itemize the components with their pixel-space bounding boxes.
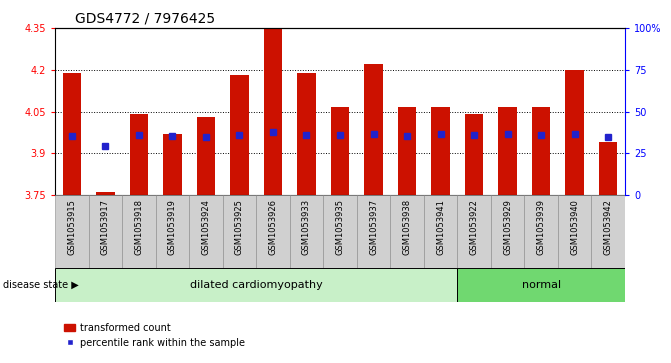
Text: GSM1053919: GSM1053919 [168, 199, 177, 254]
Text: GSM1053929: GSM1053929 [503, 199, 512, 254]
Bar [89, 195, 122, 268]
Bar [331, 107, 349, 195]
Bar [223, 195, 256, 268]
Text: GSM1053935: GSM1053935 [336, 199, 344, 255]
Bar [465, 114, 483, 195]
Text: GSM1053937: GSM1053937 [369, 199, 378, 255]
Bar [297, 73, 315, 195]
Bar [197, 117, 215, 195]
Text: dilated cardiomyopathy: dilated cardiomyopathy [190, 280, 323, 290]
Legend: transformed count, percentile rank within the sample: transformed count, percentile rank withi… [60, 319, 249, 351]
Text: GSM1053926: GSM1053926 [268, 199, 277, 255]
Text: GDS4772 / 7976425: GDS4772 / 7976425 [75, 12, 215, 26]
Bar [357, 195, 391, 268]
Text: GSM1053917: GSM1053917 [101, 199, 110, 255]
Bar [256, 195, 290, 268]
Bar [55, 268, 458, 302]
Bar [230, 75, 249, 195]
Bar [163, 134, 182, 195]
Bar [156, 195, 189, 268]
Bar [532, 107, 550, 195]
Text: GSM1053940: GSM1053940 [570, 199, 579, 254]
Bar [424, 195, 458, 268]
Bar [599, 142, 617, 195]
Bar [189, 195, 223, 268]
Bar [566, 70, 584, 195]
Text: GSM1053922: GSM1053922 [470, 199, 478, 254]
Text: GSM1053924: GSM1053924 [201, 199, 211, 254]
Bar [323, 195, 357, 268]
Bar [364, 64, 382, 195]
Bar [398, 107, 416, 195]
Text: GSM1053941: GSM1053941 [436, 199, 445, 254]
Text: normal: normal [521, 280, 561, 290]
Bar [264, 28, 282, 195]
Bar [558, 195, 591, 268]
Bar [491, 195, 525, 268]
Text: GSM1053925: GSM1053925 [235, 199, 244, 254]
Bar [431, 107, 450, 195]
Text: GSM1053938: GSM1053938 [403, 199, 411, 255]
Bar [62, 73, 81, 195]
Text: disease state ▶: disease state ▶ [3, 280, 79, 290]
Bar [122, 195, 156, 268]
Bar [55, 195, 89, 268]
Bar [130, 114, 148, 195]
Bar [458, 195, 491, 268]
Bar [96, 192, 115, 195]
Bar [499, 107, 517, 195]
Bar [290, 195, 323, 268]
Text: GSM1053918: GSM1053918 [134, 199, 144, 255]
Text: GSM1053942: GSM1053942 [604, 199, 613, 254]
Bar [591, 195, 625, 268]
Bar [391, 195, 424, 268]
Bar [458, 268, 625, 302]
Bar [525, 195, 558, 268]
Text: GSM1053939: GSM1053939 [537, 199, 546, 255]
Text: GSM1053933: GSM1053933 [302, 199, 311, 255]
Text: GSM1053915: GSM1053915 [67, 199, 76, 254]
